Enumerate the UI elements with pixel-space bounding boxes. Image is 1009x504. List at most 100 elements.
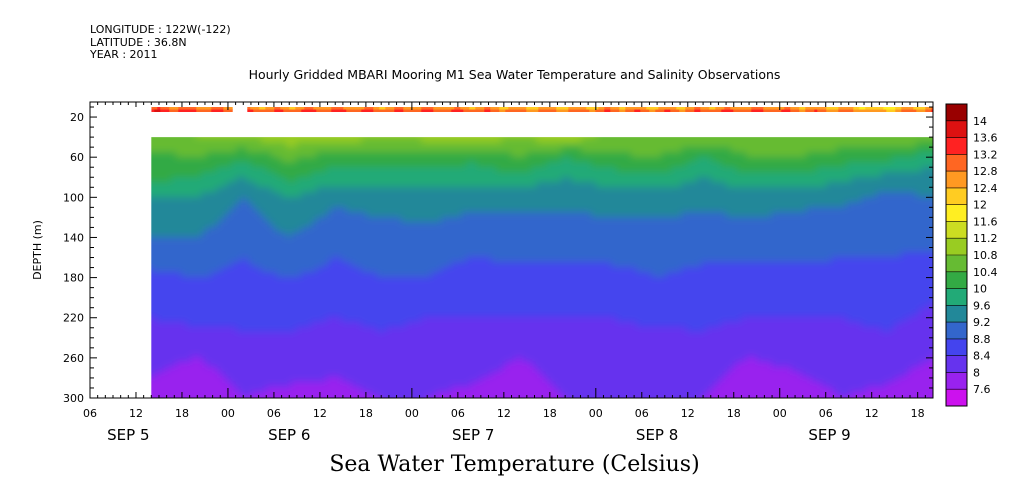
temperature-cell [266,247,272,253]
temperature-cell [856,257,862,263]
temperature-cell [591,257,597,263]
temperature-cell [561,267,567,273]
temperature-cell [856,177,862,183]
temperature-cell [891,267,897,273]
temperature-cell [401,127,407,133]
temperature-cell [636,192,642,198]
temperature-cell [431,217,437,223]
temperature-cell [611,197,617,203]
temperature-cell [471,262,477,268]
temperature-cell [221,267,227,273]
temperature-cell [301,177,307,183]
temperature-cell [516,267,522,273]
temperature-cell [156,197,162,203]
temperature-cell [376,172,382,178]
temperature-cell [531,187,537,193]
temperature-cell [896,137,902,143]
temperature-cell [936,227,942,233]
temperature-cell [761,147,767,153]
temperature-cell [786,242,792,248]
temperature-cell [331,142,337,148]
temperature-cell [251,247,257,253]
temperature-cell [816,197,822,203]
temperature-cell [826,142,832,148]
temperature-cell [341,207,347,213]
temperature-cell [676,217,682,223]
temperature-cell [546,232,552,238]
temperature-cell [821,217,827,223]
temperature-cell [441,142,447,148]
temperature-cell [316,157,322,163]
temperature-cell [756,277,762,283]
temperature-cell [471,237,477,243]
temperature-cell [651,172,657,178]
temperature-cell [416,202,422,208]
temperature-cell [516,227,522,233]
temperature-cell [191,137,197,138]
temperature-cell [346,267,352,273]
temperature-cell [201,197,207,203]
temperature-cell [331,137,337,143]
temperature-cell [171,157,177,163]
temperature-cell [566,167,572,173]
temperature-cell [566,272,572,278]
temperature-cell [921,137,927,138]
temperature-cell [841,177,847,183]
temperature-cell [651,262,657,268]
temperature-cell [266,212,272,218]
temperature-cell [166,242,172,248]
temperature-cell [621,137,627,138]
temperature-cell [506,182,512,188]
temperature-cell [726,247,732,253]
temperature-cell [291,172,297,178]
temperature-cell [531,152,537,158]
temperature-cell [681,237,687,243]
temperature-cell [466,217,472,223]
temperature-cell [381,147,387,153]
temperature-cell [451,237,457,243]
temperature-cell [901,127,907,133]
temperature-cell [621,167,627,173]
temperature-cell [331,222,337,228]
temperature-cell [876,262,882,268]
temperature-cell [601,272,607,278]
temperature-cell [626,187,632,193]
temperature-cell [281,227,287,233]
temperature-cell [906,127,912,133]
temperature-cell [446,172,452,178]
temperature-cell [341,157,347,163]
temperature-cell [356,177,362,183]
temperature-cell [536,137,542,138]
temperature-cell [571,167,577,173]
temperature-cell [646,232,652,238]
temperature-cell [616,157,622,163]
temperature-cell [696,167,702,173]
temperature-cell [901,182,907,188]
temperature-cell [461,247,467,253]
temperature-cell [486,202,492,208]
temperature-cell [466,127,472,133]
temperature-cell [866,197,872,203]
temperature-cell [431,227,437,233]
temperature-cell [631,277,637,283]
temperature-cell [451,262,457,268]
temperature-cell [236,192,242,198]
temperature-cell [231,267,237,273]
temperature-cell [326,232,332,238]
temperature-cell [276,162,282,168]
temperature-cell [876,197,882,203]
temperature-cell [191,257,197,263]
temperature-cell [686,167,692,173]
temperature-cell [691,152,697,158]
temperature-cell [346,167,352,173]
temperature-cell [826,162,832,168]
temperature-cell [346,277,352,283]
temperature-cell [546,217,552,223]
temperature-cell [476,127,482,133]
temperature-cell [571,277,577,283]
temperature-cell [281,167,287,173]
temperature-cell [636,222,642,228]
temperature-cell [201,217,207,223]
temperature-cell [371,192,377,198]
temperature-cell [686,187,692,193]
